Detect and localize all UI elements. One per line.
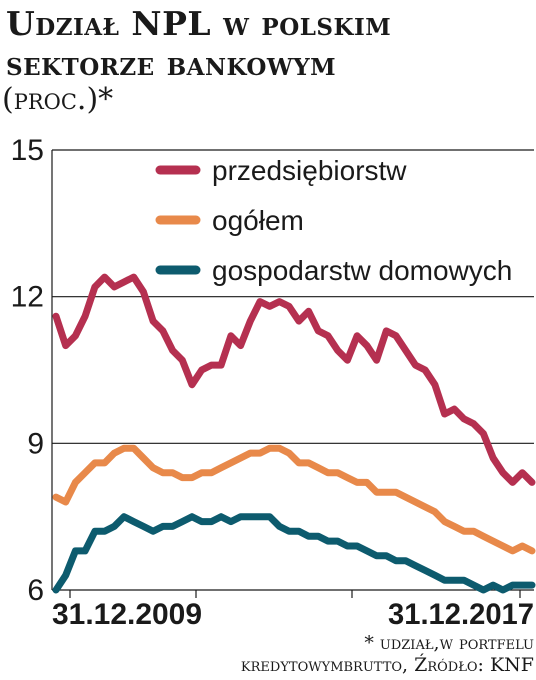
series-line-1 bbox=[52, 444, 536, 555]
chart-title: Udział NPL w polskim sektorze bankowym bbox=[6, 4, 534, 84]
x-tick-label-start: 31.12.2009 bbox=[52, 598, 202, 631]
chart-subtitle: (proc.)* bbox=[2, 82, 114, 117]
title-line-1: Udział NPL w polskim bbox=[6, 4, 392, 43]
title-line-2: sektorze bankowym bbox=[6, 44, 337, 83]
y-tick-label-6: 6 bbox=[27, 574, 44, 607]
footnote: * udział,w portfelu kredytowymbrutto, Źr… bbox=[4, 632, 534, 676]
series-line-2 bbox=[52, 513, 536, 594]
legend-label-1: ogółem bbox=[212, 205, 304, 236]
x-tick-label-end: 31.12.2017 bbox=[388, 598, 534, 631]
series-line-0 bbox=[52, 273, 536, 486]
y-tick-label-12: 12 bbox=[11, 281, 44, 314]
footnote-line-2: kredytowymbrutto, Źródło: KNF bbox=[240, 654, 534, 676]
footnote-line-1: * udział,w portfelu bbox=[364, 632, 534, 654]
legend-label-2: gospodarstw domowych bbox=[212, 255, 512, 286]
y-tick-label-15: 15 bbox=[11, 134, 44, 167]
legend-label-0: przedsiębiorstw bbox=[212, 155, 407, 186]
y-tick-label-9: 9 bbox=[27, 427, 44, 460]
